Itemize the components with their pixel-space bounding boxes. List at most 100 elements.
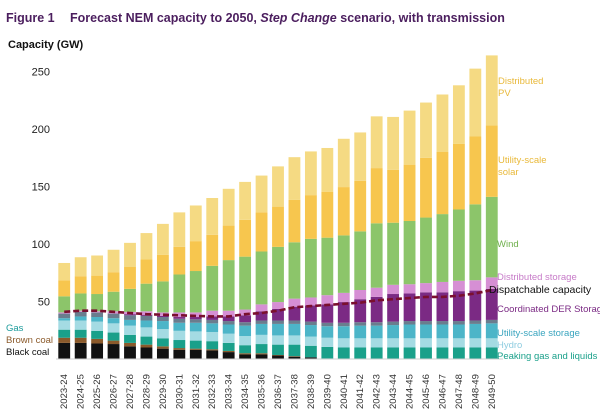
- bar-distributed-pv-2026-27: [107, 249, 120, 273]
- bar-distributed-pv-2040-41: [337, 138, 350, 188]
- bar-brown-coal-2026-27: [107, 340, 120, 345]
- x-tick-2025-26: 2025-26: [92, 374, 103, 409]
- bar-utility-scale-storage-2024-25: [74, 316, 87, 321]
- bar-hydro-2023-24: [58, 320, 71, 330]
- bar-utility-scale-solar-2034-35: [239, 219, 252, 257]
- bar-peaking-gas-and-liquids-2047-48: [452, 347, 465, 359]
- bar-peaking-gas-and-liquids-2038-39: [304, 345, 317, 358]
- dispatchable-line-group: [64, 288, 493, 318]
- bar-utility-scale-storage-2028-29: [140, 320, 153, 328]
- bar-distributed-pv-2039-40: [321, 147, 334, 192]
- bar-peaking-gas-and-liquids-2023-24: [58, 329, 71, 338]
- bar-distributed-pv-2048-49: [469, 68, 482, 137]
- bar-utility-scale-storage-2023-24: [58, 318, 71, 321]
- legend-coordinated-der-storage: Coordinated DER Storage: [497, 304, 600, 315]
- bar-gas-2038-39: [304, 321, 317, 326]
- bar-wind-2049-50: [485, 196, 498, 278]
- bar-peaking-gas-and-liquids-2030-31: [173, 340, 186, 349]
- x-tick-2031-32: 2031-32: [191, 374, 202, 409]
- bar-black-coal-2028-29: [140, 347, 153, 359]
- bar-wind-2036-37: [272, 246, 284, 303]
- bars-group: [58, 55, 498, 360]
- bar-wind-2025-26: [91, 294, 104, 312]
- bar-peaking-gas-and-liquids-2037-38: [288, 344, 301, 357]
- bar-wind-2034-35: [239, 256, 252, 310]
- bar-gas-2029-30: [156, 317, 169, 322]
- bar-utility-scale-storage-2043-44: [387, 325, 400, 339]
- bar-black-coal-2038-39: [304, 357, 317, 359]
- bar-coordinated-der-storage-2032-33: [206, 316, 219, 320]
- bar-peaking-gas-and-liquids-2035-36: [255, 344, 268, 354]
- bar-coordinated-der-storage-2031-32: [189, 317, 202, 320]
- bar-hydro-2028-29: [140, 327, 153, 337]
- bar-coordinated-der-storage-2043-44: [387, 294, 400, 322]
- legend-hydro: Hydro: [497, 340, 522, 351]
- bar-wind-2047-48: [452, 209, 465, 281]
- bar-peaking-gas-and-liquids-2046-47: [436, 347, 449, 359]
- figure-number: Figure 1: [6, 11, 55, 25]
- bar-wind-2038-39: [304, 238, 317, 298]
- bar-distributed-pv-2028-29: [140, 233, 153, 260]
- bar-wind-2035-36: [255, 251, 268, 305]
- bar-hydro-2047-48: [452, 338, 465, 348]
- bar-utility-scale-solar-2039-40: [321, 191, 334, 238]
- x-tick-2039-40: 2039-40: [322, 374, 333, 409]
- bar-coordinated-der-storage-2034-35: [239, 315, 252, 323]
- bar-utility-scale-solar-2031-32: [189, 241, 202, 272]
- x-tick-2048-49: 2048-49: [470, 374, 481, 409]
- bar-coordinated-der-storage-2045-46: [420, 292, 432, 322]
- bar-utility-scale-storage-2039-40: [321, 326, 334, 338]
- bar-coordinated-der-storage-2042-43: [370, 296, 383, 323]
- bar-gas-2049-50: [485, 319, 498, 324]
- bar-distributed-pv-2043-44: [387, 116, 400, 170]
- bar-wind-2048-49: [469, 204, 482, 281]
- bar-peaking-gas-and-liquids-2041-42: [354, 347, 367, 359]
- bar-hydro-2034-35: [239, 336, 252, 346]
- bar-utility-scale-solar-2037-38: [288, 199, 301, 243]
- bar-distributed-pv-2041-42: [354, 132, 367, 181]
- bar-black-coal-2031-32: [189, 349, 202, 359]
- bar-peaking-gas-and-liquids-2031-32: [189, 340, 202, 349]
- x-axis-ticks: 2023-24 2024-25 2025-26 2026-27 2027-28 2028-…: [59, 374, 498, 409]
- bar-utility-scale-storage-2047-48: [452, 324, 465, 339]
- bar-coordinated-der-storage-2037-38: [288, 306, 301, 321]
- bar-black-coal-2035-36: [255, 354, 268, 359]
- bar-wind-2041-42: [354, 231, 367, 290]
- figure-title-italic: Step Change: [260, 11, 336, 25]
- legend-distributed-storage: Distributed storage: [497, 272, 577, 283]
- bar-utility-scale-solar-2033-34: [222, 225, 235, 261]
- bar-distributed-storage-2040-41: [337, 292, 350, 303]
- bar-hydro-2044-45: [403, 338, 416, 348]
- bar-gas-2039-40: [321, 322, 334, 327]
- bar-utility-scale-solar-2026-27: [107, 272, 120, 292]
- bar-hydro-2025-26: [91, 321, 104, 331]
- bar-brown-coal-2030-31: [173, 348, 186, 350]
- bar-wind-2042-43: [370, 223, 383, 288]
- bar-utility-scale-storage-2049-50: [485, 323, 498, 339]
- bar-hydro-2040-41: [337, 338, 350, 348]
- x-tick-2040-41: 2040-41: [339, 374, 350, 409]
- bar-utility-scale-solar-2043-44: [387, 169, 400, 223]
- bar-gas-2023-24: [58, 313, 71, 319]
- bar-hydro-2036-37: [272, 335, 284, 345]
- bar-distributed-storage-2045-46: [420, 283, 432, 293]
- bar-utility-scale-storage-2044-45: [403, 324, 416, 339]
- legend-brown-coal: Brown coal: [6, 335, 53, 346]
- bar-distributed-storage-2029-30: [156, 312, 169, 316]
- bar-peaking-gas-and-liquids-2028-29: [140, 336, 153, 345]
- bar-distributed-storage-2033-34: [222, 310, 235, 317]
- bar-gas-2033-34: [222, 321, 235, 325]
- x-tick-2028-29: 2028-29: [141, 374, 152, 409]
- bar-distributed-storage-2038-39: [304, 297, 317, 306]
- bar-utility-scale-solar-2030-31: [173, 246, 186, 275]
- bar-distributed-pv-2031-32: [189, 205, 202, 242]
- bar-gas-2034-35: [239, 322, 252, 326]
- bar-wind-2029-30: [156, 281, 169, 313]
- y-tick-50: 50: [38, 297, 50, 309]
- bar-distributed-pv-2029-30: [156, 223, 169, 255]
- bar-utility-scale-storage-2036-37: [272, 323, 284, 336]
- x-tick-2045-46: 2045-46: [421, 374, 432, 409]
- bar-hydro-2038-39: [304, 336, 317, 346]
- bar-brown-coal-2029-30: [156, 346, 169, 349]
- x-tick-2034-35: 2034-35: [240, 374, 251, 409]
